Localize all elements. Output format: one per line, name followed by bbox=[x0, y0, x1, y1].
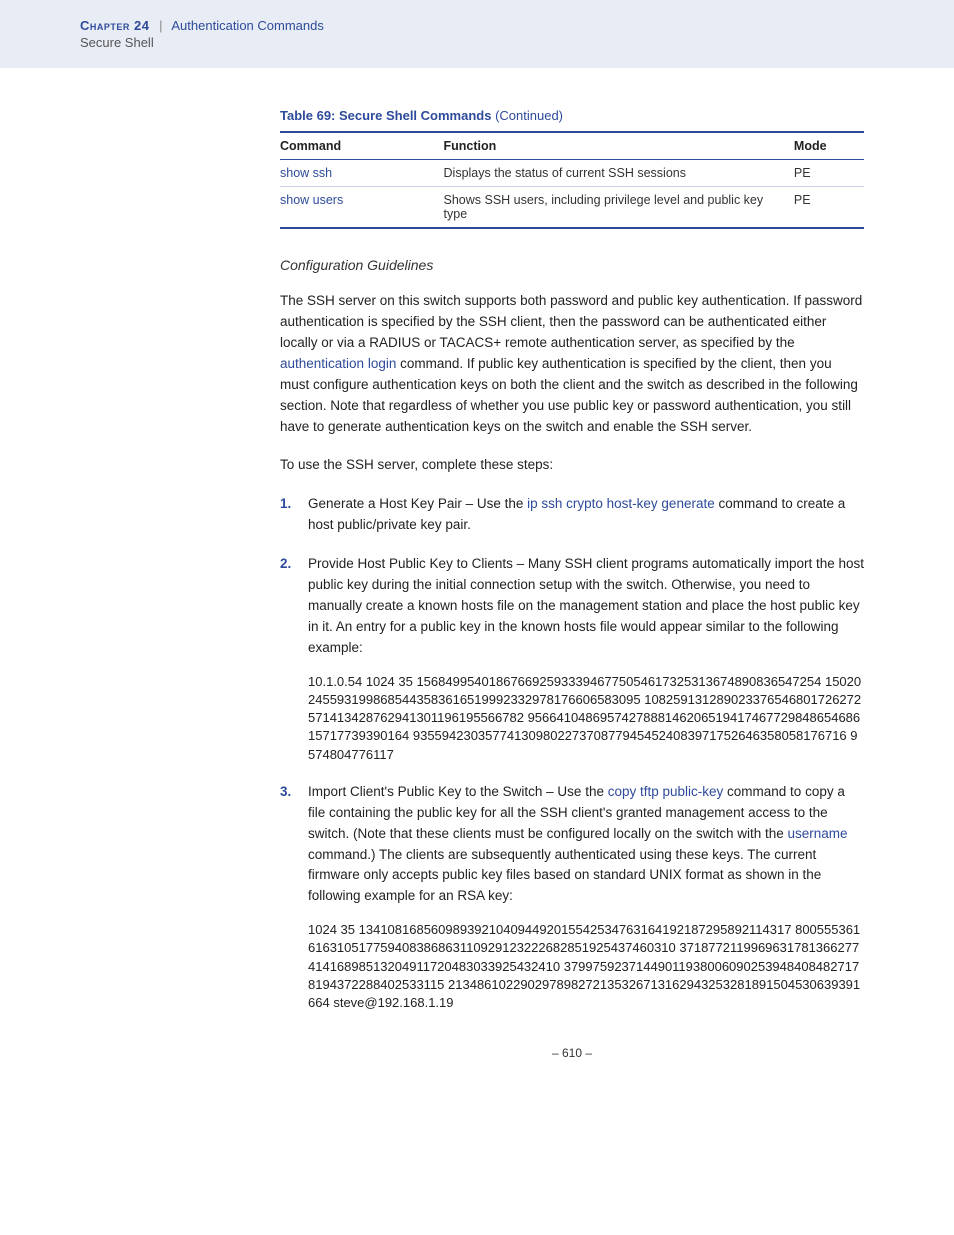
page-content: Table 69: Secure Shell Commands (Continu… bbox=[0, 68, 954, 1100]
key-line: 1341081685609893921040944920155425347631… bbox=[359, 922, 792, 937]
section-heading: Configuration Guidelines bbox=[280, 257, 864, 273]
page-header: Chapter 24 | Authentication Commands Sec… bbox=[0, 0, 954, 68]
key-line: steve@192.168.1.19 bbox=[333, 995, 453, 1010]
mode-cell: PE bbox=[794, 160, 864, 187]
command-link[interactable]: show ssh bbox=[280, 166, 332, 180]
steps-list: Generate a Host Key Pair – Use the ip ss… bbox=[280, 494, 864, 1012]
col-mode: Mode bbox=[794, 132, 864, 160]
table-caption: Table 69: Secure Shell Commands (Continu… bbox=[280, 108, 864, 123]
step-3: Import Client's Public Key to the Switch… bbox=[280, 782, 864, 1012]
table-row: show users Shows SSH users, including pr… bbox=[280, 187, 864, 229]
col-command: Command bbox=[280, 132, 444, 160]
step-2: Provide Host Public Key to Clients – Man… bbox=[280, 554, 864, 764]
lead-line: To use the SSH server, complete these st… bbox=[280, 455, 864, 476]
mode-cell: PE bbox=[794, 187, 864, 229]
auth-login-link[interactable]: authentication login bbox=[280, 356, 396, 371]
col-function: Function bbox=[444, 132, 794, 160]
chapter-line: Chapter 24 | Authentication Commands bbox=[80, 18, 954, 33]
key-line: 10.1.0.54 1024 35 bbox=[308, 674, 413, 689]
page-number: – 610 – bbox=[280, 1046, 864, 1060]
step-1: Generate a Host Key Pair – Use the ip ss… bbox=[280, 494, 864, 536]
key-line: 1568499540186766925933394677505461732531… bbox=[416, 674, 821, 689]
host-key-example: 10.1.0.54 1024 35 1568499540186766925933… bbox=[308, 673, 864, 764]
command-link[interactable]: show users bbox=[280, 193, 343, 207]
chapter-label: Chapter 24 bbox=[80, 18, 149, 33]
chapter-subtitle: Secure Shell bbox=[80, 35, 954, 50]
copy-tftp-link[interactable]: copy tftp public-key bbox=[608, 784, 724, 799]
function-cell: Displays the status of current SSH sessi… bbox=[444, 160, 794, 187]
table-caption-main: Table 69: Secure Shell Commands bbox=[280, 108, 491, 123]
commands-table: Command Function Mode show ssh Displays … bbox=[280, 131, 864, 229]
username-link[interactable]: username bbox=[787, 826, 847, 841]
function-cell: Shows SSH users, including privilege lev… bbox=[444, 187, 794, 229]
separator: | bbox=[159, 18, 162, 33]
step3-post: command.) The clients are subsequently a… bbox=[308, 847, 821, 904]
chapter-title: Authentication Commands bbox=[171, 18, 323, 33]
intro-paragraph: The SSH server on this switch supports b… bbox=[280, 291, 864, 437]
key-line: 1024 35 bbox=[308, 922, 355, 937]
table-caption-suffix: (Continued) bbox=[495, 108, 563, 123]
hostkey-generate-link[interactable]: ip ssh crypto host-key generate bbox=[527, 496, 715, 511]
step1-pre: Generate a Host Key Pair – Use the bbox=[308, 496, 527, 511]
table-header-row: Command Function Mode bbox=[280, 132, 864, 160]
step2-text: Provide Host Public Key to Clients – Man… bbox=[308, 556, 864, 655]
step3-pre: Import Client's Public Key to the Switch… bbox=[308, 784, 608, 799]
table-row: show ssh Displays the status of current … bbox=[280, 160, 864, 187]
key-line: 9355942303577413098022737087794545240839… bbox=[413, 728, 847, 743]
client-key-example: 1024 35 13410816856098939210409449201554… bbox=[308, 921, 864, 1012]
intro-pre: The SSH server on this switch supports b… bbox=[280, 293, 862, 350]
